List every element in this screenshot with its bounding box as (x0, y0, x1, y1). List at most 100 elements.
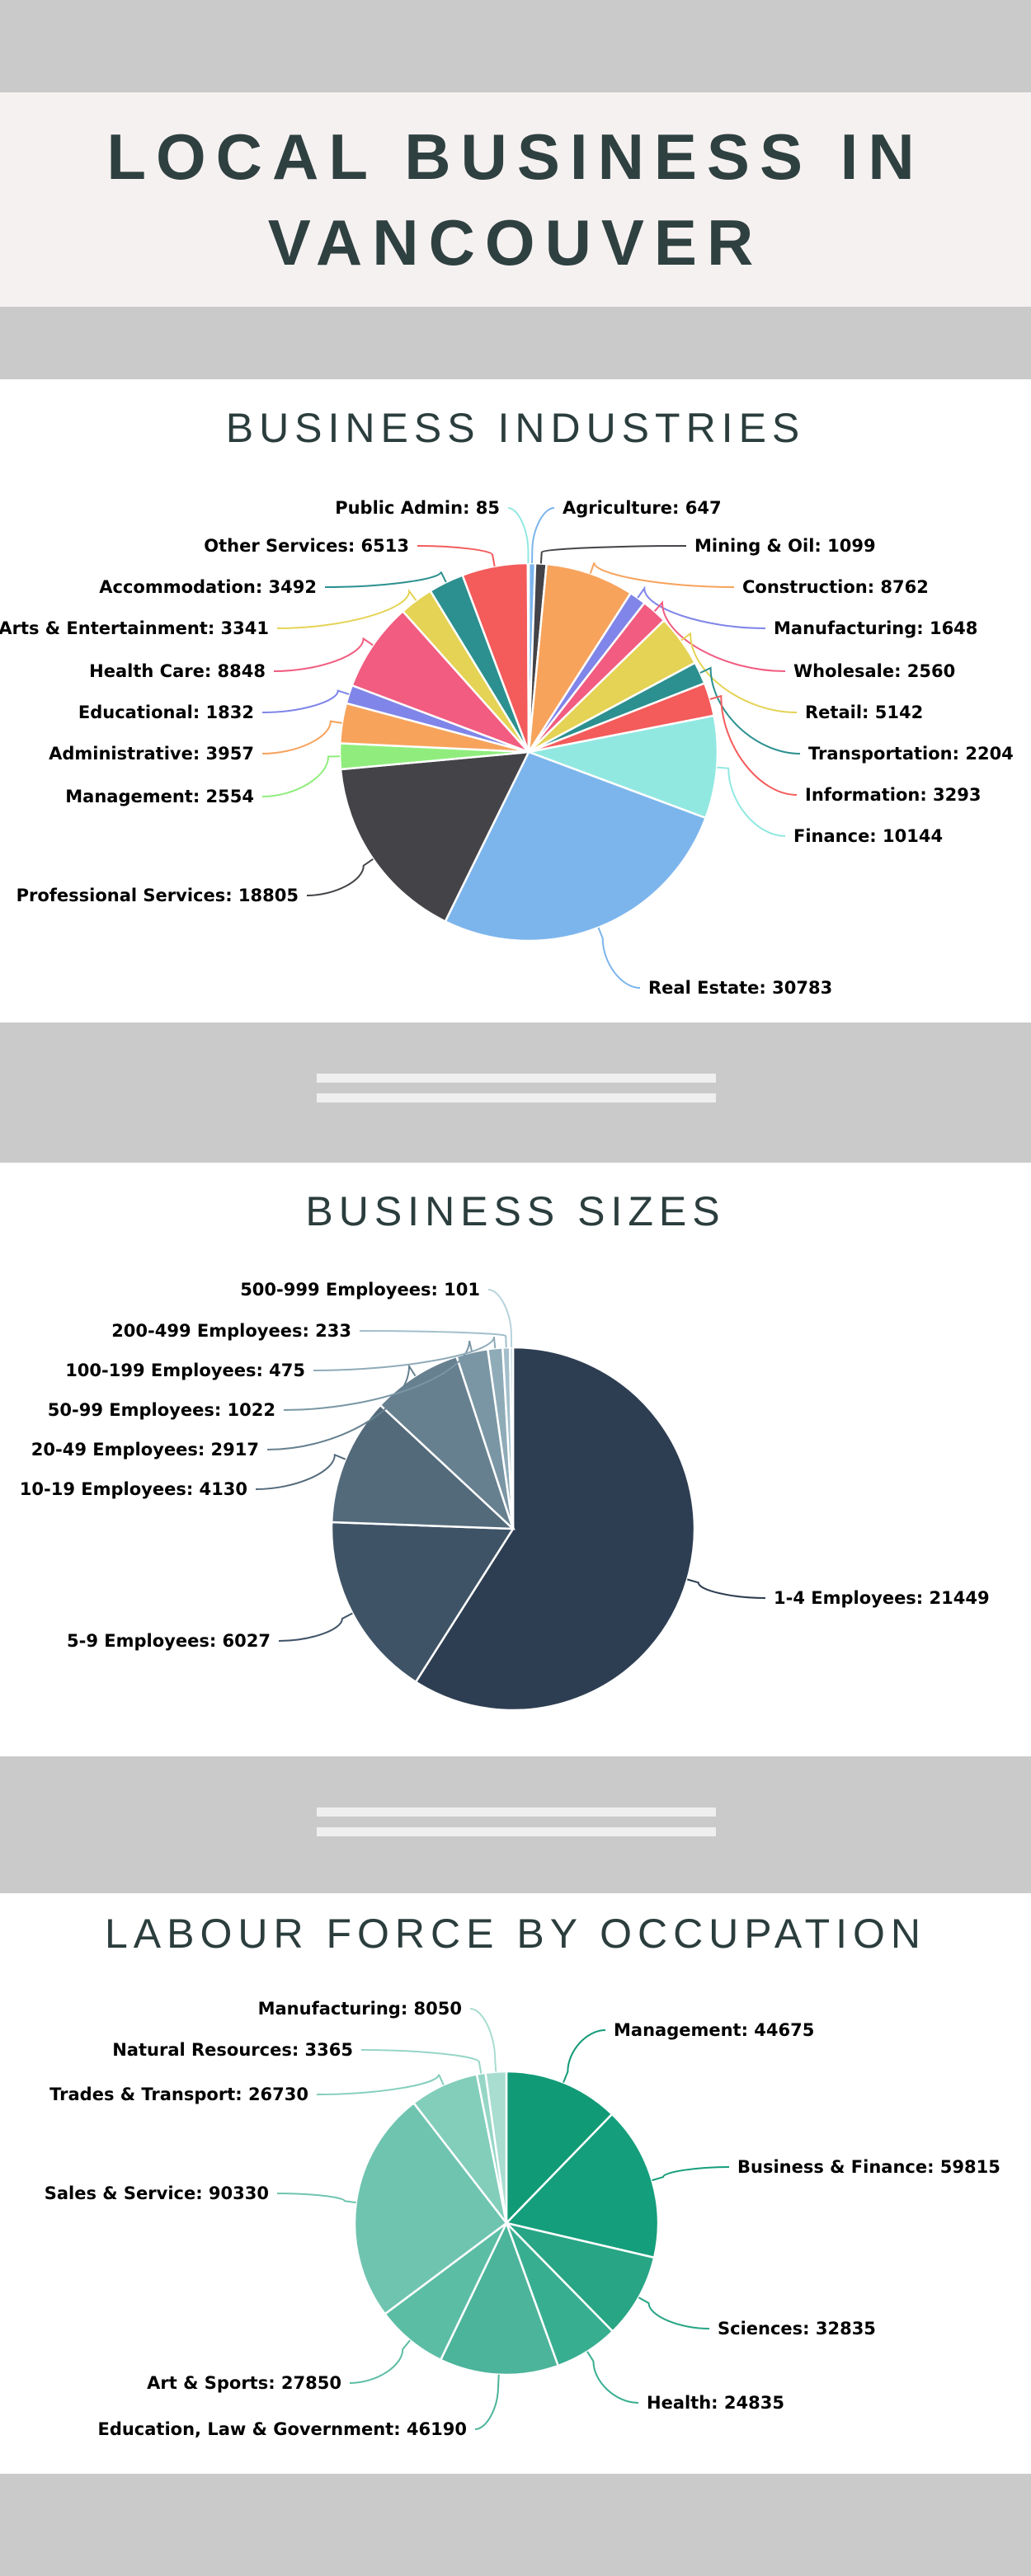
pie-slice-education-law-government[interactable] (439, 2220, 560, 2376)
pie-slice-1-4-employees[interactable] (414, 1346, 696, 1712)
data-label-sales-service: Sales & Service: 90330 (45, 2183, 269, 2203)
connector-educational (261, 689, 350, 713)
title-banner: LOCAL BUSINESS IN VANCOUVER (0, 92, 1031, 307)
connector-business-finance (652, 2166, 730, 2182)
connector-wholesale (653, 600, 786, 672)
data-label-agriculture: Agriculture: 647 (563, 498, 722, 518)
connector-50-99-employees (283, 1340, 473, 1411)
divider-bar (317, 1093, 716, 1102)
data-label-trades-transport: Trades & Transport: 26730 (49, 2085, 308, 2104)
data-label-retail: Retail: 5142 (805, 703, 923, 722)
connector-sciences (638, 2296, 710, 2329)
data-label-health-care: Health Care: 8848 (89, 661, 266, 681)
connector-management (261, 755, 341, 797)
data-label-business-finance: Business & Finance: 59815 (737, 2157, 1000, 2177)
connector-education-law-government (474, 2374, 500, 2430)
connector-trades-transport (316, 2074, 445, 2095)
pie-slice-finance[interactable] (525, 714, 719, 820)
connector-real-estate (597, 927, 641, 989)
data-label-construction: Construction: 8762 (742, 577, 929, 597)
connector-retail (680, 632, 798, 713)
pie-slice-manufacturing[interactable] (484, 2070, 508, 2224)
connector-administrative (261, 720, 342, 754)
pie-slice-management[interactable] (505, 2070, 614, 2226)
connector-10-19-employees (255, 1453, 346, 1490)
divider-bar (317, 1074, 716, 1083)
data-label-management: Management: 2554 (65, 787, 254, 806)
pie-slice-business-finance[interactable] (504, 2113, 660, 2259)
divider-bar (317, 1827, 716, 1836)
data-label-50-99-employees: 50-99 Employees: 1022 (48, 1400, 275, 1420)
pie-slice-real-estate[interactable] (444, 750, 708, 942)
connector-20-49-employees (266, 1363, 417, 1450)
pie-slice-sciences[interactable] (503, 2221, 656, 2334)
pie-slice-public-admin[interactable] (526, 562, 530, 753)
pie-slice-sales-service[interactable] (353, 2101, 508, 2316)
connector-management (563, 2029, 606, 2083)
pie-slice-health-care[interactable] (351, 609, 530, 754)
connector-information (709, 694, 798, 796)
connector-natural-resources (360, 2049, 483, 2074)
pie-slice-5-9-employees[interactable] (330, 1521, 516, 1684)
data-label-10-19-employees: 10-19 Employees: 4130 (20, 1479, 247, 1499)
title-line-1: LOCAL BUSINESS IN (106, 120, 925, 193)
pie-slice-professional-services[interactable] (339, 750, 531, 924)
connector-public-admin (507, 507, 530, 564)
data-label-sciences: Sciences: 32835 (718, 2319, 876, 2339)
sizes-title: BUSINESS SIZES (305, 1188, 726, 1234)
connector-500-999-employees (487, 1289, 513, 1348)
connector-agriculture (531, 507, 555, 564)
data-label-transportation: Transportation: 2204 (808, 744, 1014, 764)
data-label-mining-oil: Mining & Oil: 1099 (694, 536, 876, 556)
pie-slice-10-19-employees[interactable] (330, 1403, 516, 1530)
data-label-professional-services: Professional Services: 18805 (16, 886, 299, 905)
data-label-health: Health: 24835 (647, 2393, 784, 2413)
data-label-educational: Educational: 1832 (78, 703, 254, 722)
data-label-administrative: Administrative: 3957 (49, 744, 254, 764)
connector-manufacturing (637, 585, 766, 629)
divider-bar (317, 1807, 716, 1817)
connector-accommodation (324, 571, 447, 588)
industries-title: BUSINESS INDUSTRIES (225, 405, 806, 451)
data-label-education-law-government: Education, Law & Government: 46190 (97, 2419, 467, 2439)
connector-sales-service (276, 2193, 356, 2204)
data-label-art-sports: Art & Sports: 27850 (147, 2373, 341, 2393)
title-line-2: VANCOUVER (267, 206, 764, 279)
pie-slice-construction[interactable] (527, 562, 633, 753)
data-label-public-admin: Public Admin: 85 (335, 498, 500, 518)
connector-arts-entertainment (276, 588, 417, 629)
connector-professional-services (306, 858, 374, 896)
connector-transportation (699, 666, 801, 754)
data-label-20-49-employees: 20-49 Employees: 2917 (31, 1440, 259, 1460)
data-label-management: Management: 44675 (614, 2020, 814, 2040)
data-label-real-estate: Real Estate: 30783 (648, 978, 832, 998)
connector-200-499-employees (359, 1330, 507, 1348)
data-label-accommodation: Accommodation: 3492 (99, 577, 317, 597)
connector-finance (717, 766, 786, 837)
data-label-500-999-employees: 500-999 Employees: 101 (240, 1280, 480, 1300)
connector-manufacturing (469, 2008, 497, 2072)
data-label-other-services: Other Services: 6513 (204, 536, 409, 556)
data-label-200-499-employees: 200-499 Employees: 233 (111, 1321, 351, 1341)
data-label-manufacturing: Manufacturing: 8050 (258, 1999, 462, 2019)
occupation-title: LABOUR FORCE BY OCCUPATION (104, 1911, 926, 1957)
connector-5-9-employees (278, 1612, 353, 1642)
connector-100-199-employees (313, 1336, 497, 1371)
connector-mining-oil (539, 545, 687, 564)
data-label-natural-resources: Natural Resources: 3365 (112, 2040, 353, 2060)
data-label-arts-entertainment: Arts & Entertainment: 3341 (0, 618, 269, 638)
data-label-wholesale: Wholesale: 2560 (793, 661, 955, 681)
page-title: LOCAL BUSINESS IN VANCOUVER (106, 114, 924, 285)
connector-construction (589, 562, 735, 588)
data-label-1-4-employees: 1-4 Employees: 21449 (774, 1588, 990, 1608)
data-label-finance: Finance: 10144 (793, 826, 943, 846)
connector-health (586, 2351, 639, 2404)
data-label-manufacturing: Manufacturing: 1648 (774, 618, 977, 638)
connector-art-sports (349, 2339, 411, 2384)
data-label-information: Information: 3293 (805, 785, 982, 805)
data-label-100-199-employees: 100-199 Employees: 475 (65, 1361, 305, 1380)
data-label-5-9-employees: 5-9 Employees: 6027 (67, 1631, 271, 1651)
connector-health-care (273, 637, 374, 672)
connector-other-services (417, 545, 496, 566)
